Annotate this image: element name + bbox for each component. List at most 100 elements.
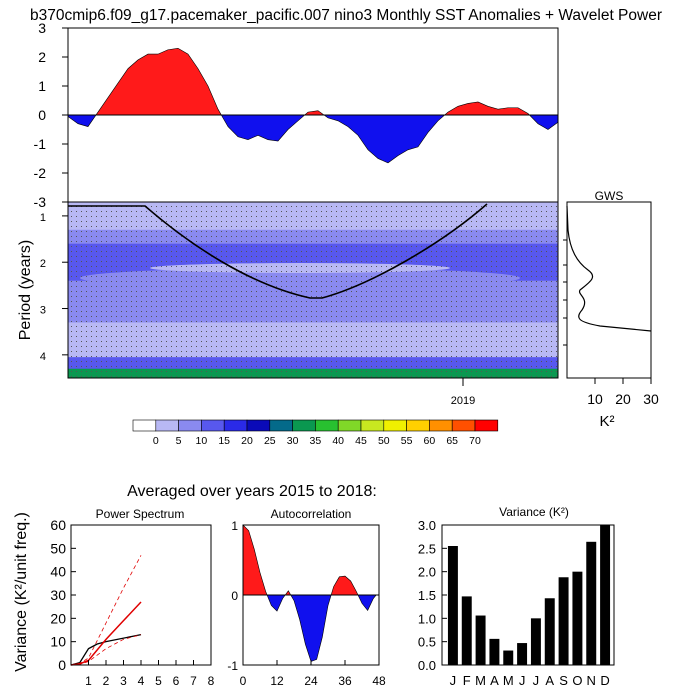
x-tick-label-2019: 2019 <box>451 395 475 407</box>
colorbar-swatch <box>474 419 499 432</box>
colorbar-label: 50 <box>378 435 390 447</box>
colorbar-swatch <box>132 419 157 432</box>
ac-ytick-label: 1 <box>231 519 238 533</box>
variance-panel: Variance (K²) J F M A M J J A S O N D0.00.51.01.52.… <box>418 505 615 688</box>
colorbar-swatch <box>178 419 202 432</box>
ps-xtick-label: 1 <box>85 674 92 688</box>
wv-ytick-label: 4 <box>40 351 46 363</box>
gws-axes: 10 20 30 <box>563 239 659 407</box>
colorbar-label: 35 <box>310 435 322 447</box>
colorbar-label: 20 <box>241 435 253 447</box>
month-label: S <box>559 673 568 688</box>
variance-bar <box>475 615 486 665</box>
ps-xtick-label: 3 <box>120 674 127 688</box>
ts-ytick-label: -1 <box>34 136 47 152</box>
colorbar-swatch <box>246 419 271 432</box>
colorbar-swatch <box>201 419 225 432</box>
variance-bar <box>447 546 458 665</box>
colorbar-swatch <box>315 419 339 432</box>
colorbar-label: 70 <box>469 435 481 447</box>
timeseries-panel: 3 2 1 0 -1 -2 -3 <box>34 20 559 210</box>
ps-xtick-label: 2 <box>103 674 110 688</box>
month-label: A <box>545 673 554 688</box>
ac-xtick-label: 48 <box>372 674 386 688</box>
variance-bar <box>517 643 528 665</box>
ps-xtick-label: 8 <box>208 674 215 688</box>
colorbar-swatch <box>223 419 248 432</box>
spectrum-series-1 <box>70 601 142 666</box>
var-ytick-label: 2.0 <box>418 565 436 580</box>
ps-xtick-label: 7 <box>190 674 197 688</box>
colorbar-swatch <box>383 419 407 432</box>
gws-xtick-label: 10 <box>587 391 603 407</box>
ps-ytick-label: 0 <box>58 657 66 673</box>
ps-ytick-label: 20 <box>50 610 66 626</box>
colorbar-label: 55 <box>401 435 413 447</box>
variance-bar <box>572 571 583 665</box>
colorbar-label: 40 <box>332 435 344 447</box>
var-ytick-label: 0.0 <box>418 658 436 673</box>
wavelet-y-axis: 1 2 3 4 <box>40 212 68 363</box>
cone-of-influence <box>68 203 488 299</box>
ps-ytick-label: 40 <box>50 564 66 580</box>
positive-anomaly-area <box>68 48 558 115</box>
colorbar-swatch <box>406 419 430 432</box>
power-spectrum-frame <box>70 524 212 666</box>
month-label: N <box>587 673 596 688</box>
gws-xtick-label: 20 <box>615 391 631 407</box>
month-label: O <box>572 673 582 688</box>
spectrum-series-0 <box>70 634 142 666</box>
significance-stipple <box>68 202 558 378</box>
spectrum-series-3 <box>70 634 142 666</box>
variance-bar <box>530 618 541 665</box>
colorbar-swatch <box>337 419 362 432</box>
variance-title: Variance (K²) <box>499 505 569 519</box>
ps-xtick-label: 6 <box>173 674 180 688</box>
var-ytick-label: 1.5 <box>418 588 436 603</box>
ac-ytick-label: -1 <box>227 659 238 673</box>
autocorrelation-fill <box>243 525 377 662</box>
wavelet-ylabel: Period (years) <box>17 240 34 340</box>
colorbar-label: 65 <box>446 435 458 447</box>
autocorrelation-title: Autocorrelation <box>271 507 352 521</box>
gws-xlabel: K² <box>600 413 615 430</box>
variance-bar <box>489 638 500 665</box>
averaged-heading: Averaged over years 2015 to 2018: <box>127 483 377 500</box>
autocorr-negative-area <box>243 595 377 662</box>
month-label: M <box>475 673 486 688</box>
gws-xtick-label: 30 <box>643 391 659 407</box>
ac-xtick-label: 0 <box>240 674 247 688</box>
ts-ytick-label: 1 <box>38 78 46 94</box>
gws-curve <box>566 205 652 332</box>
colorbar-label: 0 <box>153 435 159 447</box>
variance-bar <box>558 577 569 665</box>
gws-panel: GWS 10 20 30 K² <box>563 189 659 430</box>
variance-axes: J F M A M J J A S O N D0.00.51.01.52.02.53.0 <box>418 518 610 688</box>
colorbar-swatch <box>155 419 179 432</box>
ts-ytick-label: 2 <box>38 49 46 65</box>
power-spectrum-ylabel: Variance (K²/unit freq.) <box>13 512 30 672</box>
ac-xtick-label: 24 <box>304 674 318 688</box>
variance-bar <box>600 525 611 665</box>
var-ytick-label: 3.0 <box>418 518 436 533</box>
colorbar-swatch <box>451 419 476 432</box>
ts-ytick-label: -2 <box>34 165 47 181</box>
var-ytick-label: 1.0 <box>418 611 436 626</box>
gws-title: GWS <box>595 189 624 203</box>
autocorr-positive-area <box>243 525 377 595</box>
ps-ytick-label: 50 <box>50 540 66 556</box>
colorbar-label: 15 <box>218 435 230 447</box>
var-ytick-label: 2.5 <box>418 541 436 556</box>
ps-ytick-label: 60 <box>50 517 66 533</box>
ac-xtick-label: 36 <box>338 674 352 688</box>
anomaly-line <box>68 47 558 164</box>
month-label: J <box>519 673 526 688</box>
variance-bars <box>447 525 611 665</box>
ts-ytick-label: 0 <box>38 107 46 123</box>
power-spectrum-series <box>70 555 142 666</box>
variance-bar <box>586 541 597 665</box>
colorbar-label: 25 <box>264 435 276 447</box>
